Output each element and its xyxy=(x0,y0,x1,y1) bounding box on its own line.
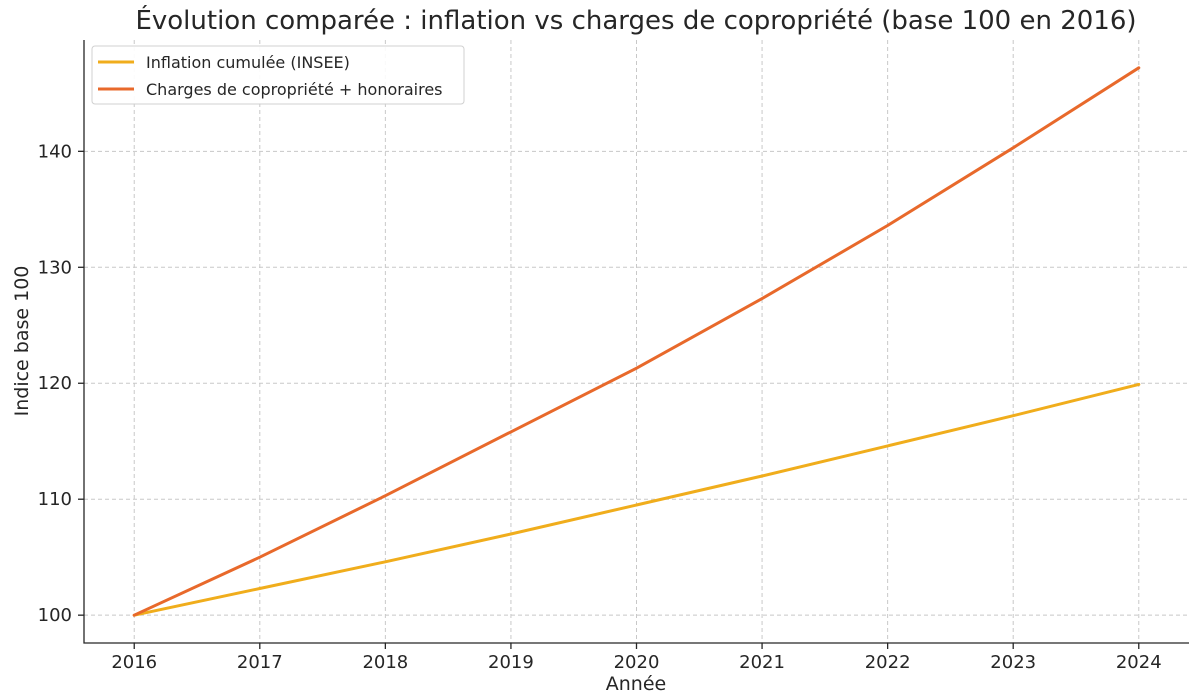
x-axis-label: Année xyxy=(606,673,666,695)
grid xyxy=(84,40,1189,643)
x-tick-label: 2020 xyxy=(614,652,660,673)
x-tick-label: 2023 xyxy=(990,652,1036,673)
y-axis-label: Indice base 100 xyxy=(11,266,33,417)
x-tick-label: 2024 xyxy=(1116,652,1162,673)
axes-spines xyxy=(83,40,1189,644)
x-axis: 2016 2017 2018 2019 2020 2021 2022 2023 2024 xyxy=(111,643,1162,673)
x-tick-label: 2021 xyxy=(739,652,785,673)
legend-label-charges: Charges de copropriété + honoraires xyxy=(146,80,443,99)
y-tick-label: 120 xyxy=(38,373,72,394)
x-tick-label: 2017 xyxy=(237,652,283,673)
legend-box xyxy=(91,45,465,105)
y-tick-label: 130 xyxy=(38,257,72,278)
x-tick-label: 2019 xyxy=(488,652,534,673)
y-tick-label: 100 xyxy=(38,605,72,626)
legend-label-inflation: Inflation cumulée (INSEE) xyxy=(146,53,350,72)
series-group xyxy=(132,66,1141,617)
series-line-0 xyxy=(132,382,1141,617)
x-tick-label: 2018 xyxy=(362,652,408,673)
legend: Inflation cumulée (INSEE) Charges de cop… xyxy=(91,45,465,105)
x-tick-label: 2016 xyxy=(111,652,157,673)
series-line-1 xyxy=(132,66,1141,617)
y-tick-label: 140 xyxy=(38,141,72,162)
y-axis: 100 110 120 130 140 xyxy=(38,141,84,626)
y-tick-label: 110 xyxy=(38,489,72,510)
chart-title: Évolution comparée : inflation vs charge… xyxy=(135,4,1136,36)
x-tick-label: 2022 xyxy=(865,652,911,673)
